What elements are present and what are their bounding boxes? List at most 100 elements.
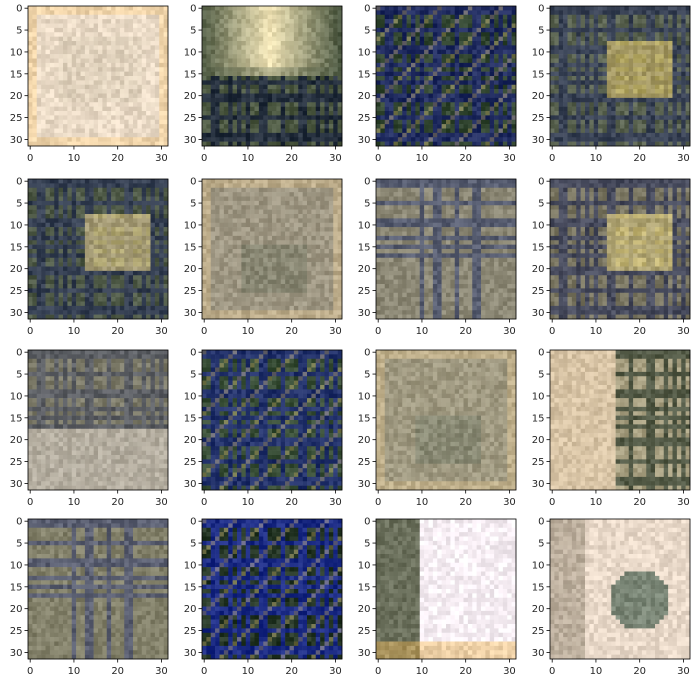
image-pixel (324, 58, 330, 64)
image-pixel (289, 10, 295, 16)
image-pixel (285, 6, 290, 11)
image-pixel (320, 67, 325, 72)
image-pixel (115, 244, 121, 250)
image-pixel (311, 102, 317, 107)
image-pixel (84, 132, 90, 138)
image-pixel (146, 253, 151, 259)
image-pixel (293, 97, 299, 103)
image-pixel (467, 67, 473, 72)
image-pixel (137, 106, 143, 112)
image-pixel (49, 270, 55, 276)
image-pixel (32, 71, 38, 77)
image-pixel (659, 106, 665, 112)
image-pixel (111, 218, 116, 224)
image-pixel (67, 187, 73, 193)
image-pixel (49, 249, 55, 254)
image-pixel (41, 49, 46, 55)
image-pixel (672, 84, 678, 90)
y-tick-label: 15 (10, 69, 23, 80)
image-pixel (415, 67, 421, 72)
image-pixel (481, 27, 486, 33)
image-pixel (111, 209, 116, 215)
image-pixel (628, 102, 634, 107)
image-pixel (250, 119, 255, 125)
image-pixel (585, 80, 590, 86)
image-pixel (28, 84, 33, 90)
image-pixel (76, 106, 81, 112)
image-pixel (550, 76, 555, 81)
image-pixel (424, 45, 429, 51)
image-pixel (276, 132, 282, 138)
image-pixel (102, 253, 108, 259)
image-pixel (315, 14, 321, 20)
image-pixel (119, 275, 125, 280)
image-pixel (641, 62, 647, 68)
image-pixel (337, 67, 343, 72)
image-pixel (467, 80, 473, 86)
image-pixel (245, 115, 251, 121)
image-pixel (307, 71, 312, 77)
image-pixel (320, 19, 325, 24)
image-pixel (245, 132, 251, 138)
image-pixel (628, 124, 634, 129)
image-pixel (446, 76, 451, 81)
image-pixel (507, 119, 512, 125)
image-pixel (397, 54, 403, 59)
image-pixel (598, 14, 603, 20)
image-pixel (380, 32, 386, 37)
image-pixel (133, 106, 138, 112)
image-pixel (202, 93, 207, 99)
image-pixel (402, 115, 407, 121)
image-pixel (668, 32, 673, 37)
image-pixel (137, 115, 143, 121)
image-pixel (128, 200, 134, 206)
image-pixel (315, 19, 321, 24)
image-pixel (402, 14, 407, 20)
image-pixel (111, 19, 116, 24)
image-pixel (659, 54, 665, 59)
image-pixel (307, 19, 312, 24)
image-pixel (663, 119, 669, 125)
image-pixel (89, 115, 94, 121)
image-pixel (563, 6, 568, 11)
image-pixel (650, 36, 656, 42)
image-pixel (550, 23, 555, 29)
image-pixel (49, 227, 55, 232)
image-pixel (463, 71, 469, 77)
image-pixel (232, 19, 238, 24)
image-pixel (63, 218, 68, 224)
image-pixel (58, 244, 64, 250)
image-pixel (580, 115, 586, 121)
image-pixel (124, 270, 129, 276)
image-pixel (411, 27, 416, 33)
image-pixel (163, 41, 169, 46)
image-pixel (454, 32, 460, 37)
image-pixel (450, 102, 456, 107)
image-pixel (150, 6, 156, 11)
image-pixel (58, 124, 64, 129)
image-pixel (672, 76, 678, 81)
image-pixel (624, 14, 630, 20)
image-pixel (289, 36, 295, 42)
image-pixel (159, 284, 164, 289)
image-pixel (32, 111, 38, 116)
image-pixel (36, 231, 42, 237)
image-pixel (28, 41, 33, 46)
image-pixel (63, 84, 68, 90)
image-pixel (154, 89, 160, 94)
image-pixel (237, 115, 242, 121)
image-pixel (563, 49, 568, 55)
image-pixel (646, 137, 651, 142)
image-pixel (507, 132, 512, 138)
image-pixel (380, 14, 386, 20)
image-pixel (111, 227, 116, 232)
image-pixel (76, 244, 81, 250)
image-pixel (93, 227, 99, 232)
image-pixel (593, 10, 599, 16)
image-pixel (289, 102, 295, 107)
image-pixel (163, 115, 169, 121)
image-pixel (650, 93, 656, 99)
image-pixel (685, 89, 691, 94)
image-pixel (119, 244, 125, 250)
image-pixel (450, 41, 456, 46)
